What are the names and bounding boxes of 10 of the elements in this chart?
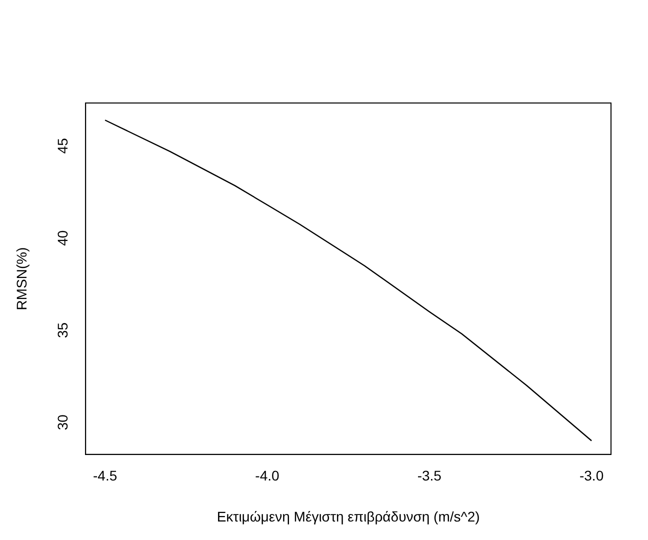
- y-tick-label: 45: [54, 138, 71, 154]
- x-tick-label: -3.0: [579, 468, 604, 484]
- y-tick-label: 40: [54, 230, 71, 246]
- y-tick-label: 35: [54, 322, 71, 338]
- y-axis-title: RMSN(%): [13, 247, 30, 310]
- y-tick-label: 30: [54, 414, 71, 430]
- x-tick-label: -4.0: [255, 468, 280, 484]
- x-tick-label: -4.5: [92, 468, 118, 484]
- x-axis-title: Εκτιμώμενη Μέγιστη επιβράδυνση (m/s^2): [216, 508, 480, 524]
- x-tick-label: -3.5: [417, 468, 442, 484]
